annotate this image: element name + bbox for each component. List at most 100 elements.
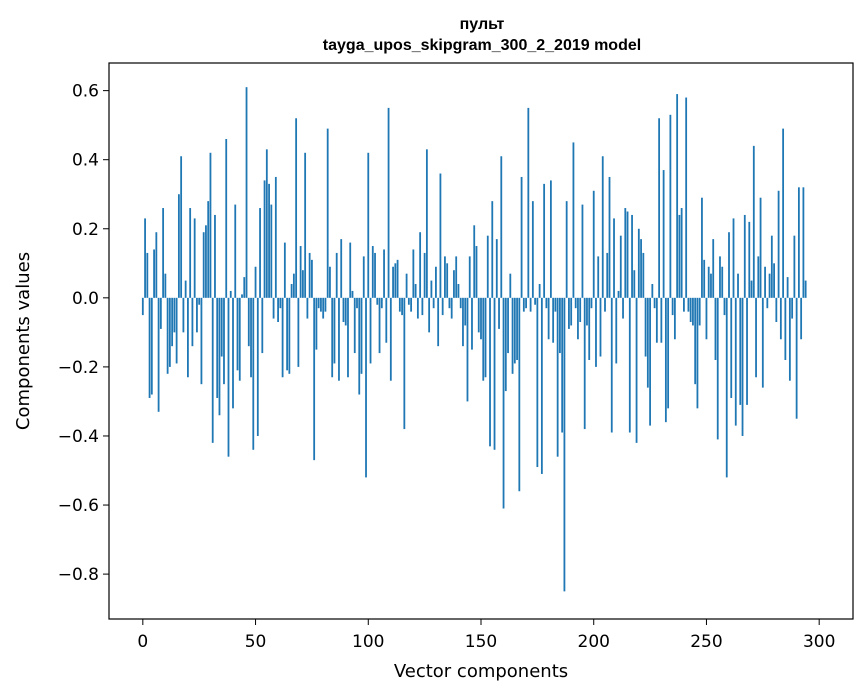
bar bbox=[746, 297, 748, 405]
bar bbox=[340, 239, 343, 298]
bar bbox=[653, 297, 656, 309]
bar bbox=[265, 149, 268, 298]
bar bbox=[617, 290, 620, 298]
bar bbox=[414, 284, 417, 298]
bar bbox=[320, 297, 322, 312]
bar bbox=[536, 297, 539, 468]
bar bbox=[730, 297, 733, 398]
bar bbox=[498, 297, 500, 329]
bar bbox=[150, 297, 153, 395]
bar bbox=[351, 290, 354, 298]
bar bbox=[277, 297, 279, 322]
bar bbox=[703, 259, 706, 298]
bar bbox=[559, 297, 561, 354]
bar bbox=[392, 266, 394, 298]
bar bbox=[272, 297, 275, 319]
bar bbox=[232, 297, 234, 409]
bar bbox=[662, 170, 665, 298]
bar bbox=[651, 284, 654, 298]
bar bbox=[660, 297, 663, 343]
bar bbox=[180, 156, 183, 298]
bar bbox=[710, 273, 712, 298]
bar bbox=[333, 297, 336, 364]
bar bbox=[347, 297, 349, 378]
bar bbox=[543, 183, 546, 298]
bar bbox=[507, 297, 509, 354]
bar bbox=[182, 297, 185, 333]
bar bbox=[193, 218, 196, 298]
bar bbox=[777, 190, 780, 298]
bar bbox=[797, 187, 800, 298]
bar bbox=[635, 297, 638, 443]
bar bbox=[793, 235, 796, 298]
bar bbox=[407, 297, 410, 305]
bar-series bbox=[141, 87, 807, 592]
bar bbox=[664, 297, 667, 423]
bar bbox=[741, 297, 744, 436]
bar bbox=[444, 256, 446, 298]
bar bbox=[520, 176, 523, 298]
bar bbox=[410, 297, 413, 312]
bar bbox=[552, 297, 555, 343]
bar bbox=[308, 252, 311, 298]
bar bbox=[252, 297, 255, 450]
bar bbox=[214, 214, 216, 298]
bar bbox=[685, 97, 688, 298]
bar bbox=[743, 214, 746, 298]
bar bbox=[365, 297, 367, 478]
bar bbox=[577, 297, 579, 340]
bar bbox=[531, 201, 534, 298]
bar bbox=[198, 297, 201, 305]
bar bbox=[439, 173, 442, 298]
bar bbox=[619, 235, 622, 298]
bar bbox=[554, 297, 557, 312]
bar bbox=[421, 297, 424, 316]
bar bbox=[218, 297, 221, 416]
bar bbox=[401, 297, 403, 316]
bar bbox=[157, 297, 160, 412]
bar bbox=[673, 297, 676, 340]
bar bbox=[737, 273, 739, 298]
bar bbox=[250, 297, 252, 378]
bar bbox=[723, 297, 726, 316]
bar bbox=[412, 249, 415, 298]
bar bbox=[281, 297, 284, 378]
bar bbox=[306, 297, 309, 319]
bar bbox=[389, 297, 392, 381]
bar bbox=[549, 180, 552, 298]
bar bbox=[513, 297, 516, 364]
bar bbox=[615, 297, 618, 364]
bar bbox=[671, 297, 674, 316]
bar bbox=[484, 297, 487, 378]
bar bbox=[522, 297, 525, 312]
y-tick-label: −0.4 bbox=[58, 427, 99, 447]
y-tick-label: 0.4 bbox=[72, 151, 99, 171]
bar bbox=[468, 256, 471, 298]
bar bbox=[606, 252, 609, 298]
bar bbox=[387, 107, 390, 298]
bar bbox=[455, 256, 458, 298]
bar bbox=[286, 297, 289, 371]
bar bbox=[385, 297, 388, 343]
bar bbox=[561, 297, 564, 433]
bar bbox=[705, 297, 708, 340]
bar bbox=[207, 201, 210, 298]
bar bbox=[755, 297, 757, 378]
bar bbox=[791, 297, 794, 319]
bar bbox=[773, 263, 775, 298]
bar bbox=[374, 252, 376, 298]
bar bbox=[698, 297, 701, 326]
bar bbox=[462, 297, 464, 347]
bar bbox=[187, 297, 189, 378]
bar bbox=[177, 194, 180, 298]
bar bbox=[694, 297, 697, 385]
y-tick-label: 0.6 bbox=[72, 82, 99, 102]
bar bbox=[540, 297, 543, 474]
bar bbox=[313, 297, 316, 461]
bar bbox=[491, 201, 494, 298]
bar bbox=[766, 297, 769, 309]
bar bbox=[432, 297, 435, 309]
bar bbox=[764, 266, 766, 298]
bar bbox=[234, 204, 237, 298]
bar bbox=[608, 176, 611, 298]
